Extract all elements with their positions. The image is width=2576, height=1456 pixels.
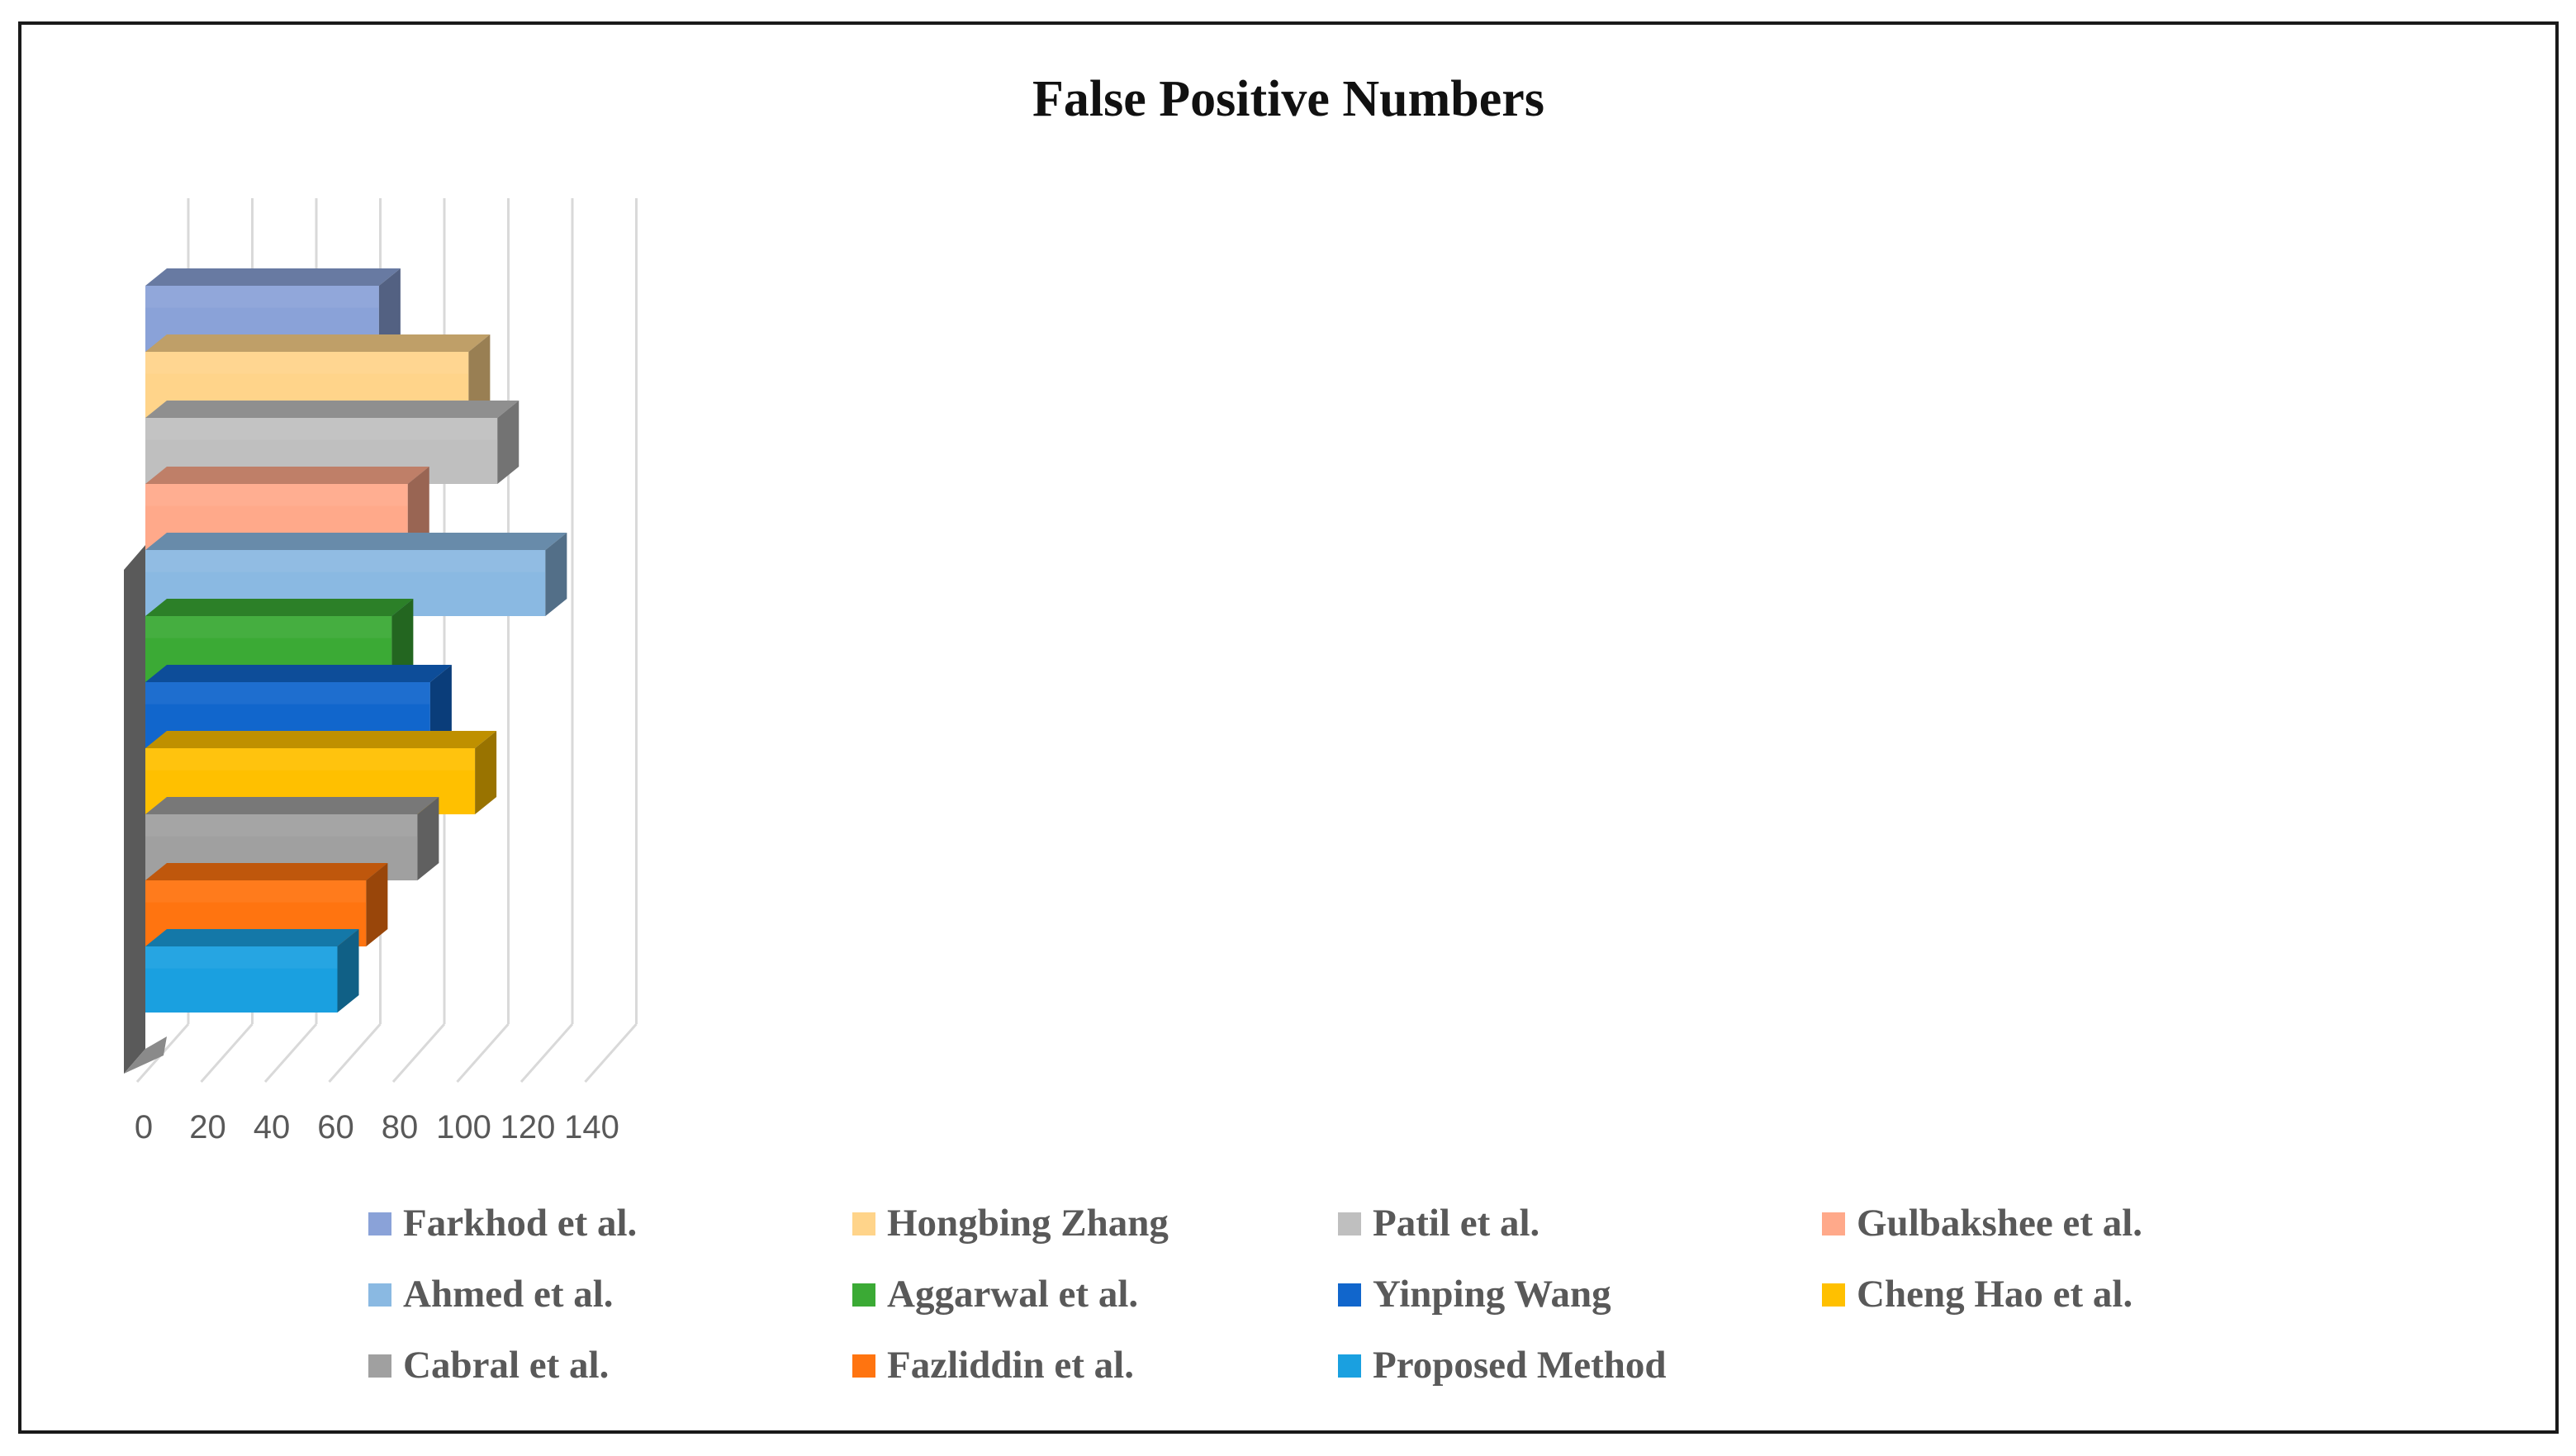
chart-floor	[124, 545, 167, 1074]
bar-highlight-farkhod-et-al	[145, 286, 379, 308]
bar-side-hongbing-zhang	[468, 334, 491, 418]
legend-swatch	[1338, 1212, 1361, 1235]
bar-top-ahmed-et-al	[145, 533, 567, 550]
x-tick-label: 0	[135, 1109, 153, 1145]
bar-highlight-cheng-hao-et-al	[145, 748, 476, 771]
bar-side-patil-et-al	[497, 401, 519, 484]
bar-proposed-method	[145, 929, 359, 1013]
bar-side-cheng-hao-et-al	[475, 731, 497, 814]
legend-label: Cheng Hao et al.	[1857, 1273, 2132, 1316]
bar-side-cabral-et-al	[417, 797, 439, 880]
legend-swatch	[852, 1212, 875, 1235]
bar-top-cheng-hao-et-al	[145, 731, 497, 748]
bar-top-proposed-method	[145, 929, 359, 946]
floor-gridline	[584, 1023, 638, 1083]
legend-swatch	[368, 1283, 391, 1307]
x-tick-label: 80	[382, 1109, 419, 1145]
bar-top-farkhod-et-al	[145, 268, 401, 286]
chart-title: False Positive Numbers	[1032, 71, 1544, 127]
bar-top-fazliddin-et-al	[145, 863, 388, 880]
bars	[145, 268, 567, 1013]
x-tick-label: 60	[317, 1109, 354, 1145]
bar-highlight-fazliddin-et-al	[145, 880, 367, 903]
bar-highlight-yinping-wang	[145, 682, 430, 704]
bar-highlight-patil-et-al	[145, 418, 498, 440]
legend-swatch	[1338, 1354, 1361, 1378]
bar-side-farkhod-et-al	[378, 268, 401, 352]
bar-highlight-cabral-et-al	[145, 814, 418, 837]
legend-item-farkhod-et-al: Farkhod et al.	[368, 1202, 637, 1245]
bar-side-fazliddin-et-al	[366, 863, 388, 946]
bar-side-gulbakshee-et-al	[407, 467, 429, 550]
legend-label: Farkhod et al.	[403, 1202, 637, 1245]
bar-side-ahmed-et-al	[545, 533, 567, 616]
legend-label: Gulbakshee et al.	[1857, 1202, 2142, 1245]
legend-item-patil-et-al: Patil et al.	[1338, 1202, 1539, 1245]
legend-label: Ahmed et al.	[403, 1273, 614, 1316]
legend-label: Cabral et al.	[403, 1344, 609, 1387]
floor-gridline	[200, 1023, 254, 1083]
legend: Farkhod et al. Hongbing Zhang Patil et al.…	[368, 1202, 2142, 1387]
axis-wall	[124, 545, 145, 1074]
bar-front-proposed-method	[145, 946, 338, 1013]
floor-gridline	[391, 1023, 446, 1083]
legend-swatch	[1822, 1283, 1845, 1307]
bar-side-aggarwal-et-al	[391, 599, 414, 682]
legend-swatch	[1822, 1212, 1845, 1235]
legend-item-yinping-wang: Yinping Wang	[1338, 1273, 1611, 1316]
bar-highlight-proposed-method	[145, 946, 338, 969]
bar-side-yinping-wang	[429, 665, 452, 748]
legend-swatch	[1338, 1283, 1361, 1307]
x-tick-label: 20	[189, 1109, 226, 1145]
legend-swatch	[852, 1283, 875, 1307]
legend-label: Proposed Method	[1373, 1344, 1667, 1387]
floor-gridline	[328, 1023, 382, 1083]
floor-gridline	[456, 1023, 510, 1083]
legend-label: Yinping Wang	[1373, 1273, 1611, 1316]
bar-highlight-aggarwal-et-al	[145, 616, 392, 638]
legend-label: Patil et al.	[1373, 1202, 1539, 1245]
legend-item-fazliddin-et-al: Fazliddin et al.	[852, 1344, 1134, 1387]
legend-item-cabral-et-al: Cabral et al.	[368, 1344, 609, 1387]
legend-swatch	[852, 1354, 875, 1378]
x-tick-label: 100	[436, 1109, 491, 1145]
bar-highlight-ahmed-et-al	[145, 550, 546, 572]
legend-item-gulbakshee-et-al: Gulbakshee et al.	[1822, 1202, 2142, 1245]
bar-side-proposed-method	[337, 929, 359, 1013]
bar-top-yinping-wang	[145, 665, 452, 682]
x-tick-label: 40	[254, 1109, 291, 1145]
bar-top-gulbakshee-et-al	[145, 467, 429, 484]
legend-swatch	[368, 1212, 391, 1235]
legend-label: Hongbing Zhang	[887, 1202, 1169, 1245]
x-tick-label: 120	[500, 1109, 556, 1145]
bar-top-patil-et-al	[145, 401, 519, 418]
legend-item-proposed-method: Proposed Method	[1338, 1344, 1667, 1387]
legend-swatch	[368, 1354, 391, 1378]
legend-label: Aggarwal et al.	[887, 1273, 1138, 1316]
chart-frame: False Positive Numbers 0 20 40 60 80 100 120 14…	[18, 21, 2559, 1434]
legend-label: Fazliddin et al.	[887, 1344, 1134, 1387]
legend-item-ahmed-et-al: Ahmed et al.	[368, 1273, 614, 1316]
legend-item-hongbing-zhang: Hongbing Zhang	[852, 1202, 1169, 1245]
chart-canvas: False Positive Numbers 0 20 40 60 80 100 120 14…	[124, 71, 2142, 1387]
bar-highlight-hongbing-zhang	[145, 352, 469, 374]
bar-highlight-gulbakshee-et-al	[145, 484, 408, 506]
bar-top-cabral-et-al	[145, 797, 439, 814]
axis-wall-foot	[124, 1036, 167, 1074]
bar-top-aggarwal-et-al	[145, 599, 414, 616]
bar-top-hongbing-zhang	[145, 334, 491, 352]
x-tick-label: 140	[564, 1109, 619, 1145]
x-axis-ticks: 0 20 40 60 80 100 120 140	[135, 1109, 619, 1145]
floor-gridline	[263, 1023, 318, 1083]
floor-gridline	[519, 1023, 574, 1083]
legend-item-aggarwal-et-al: Aggarwal et al.	[852, 1273, 1138, 1316]
legend-item-cheng-hao-et-al: Cheng Hao et al.	[1822, 1273, 2132, 1316]
